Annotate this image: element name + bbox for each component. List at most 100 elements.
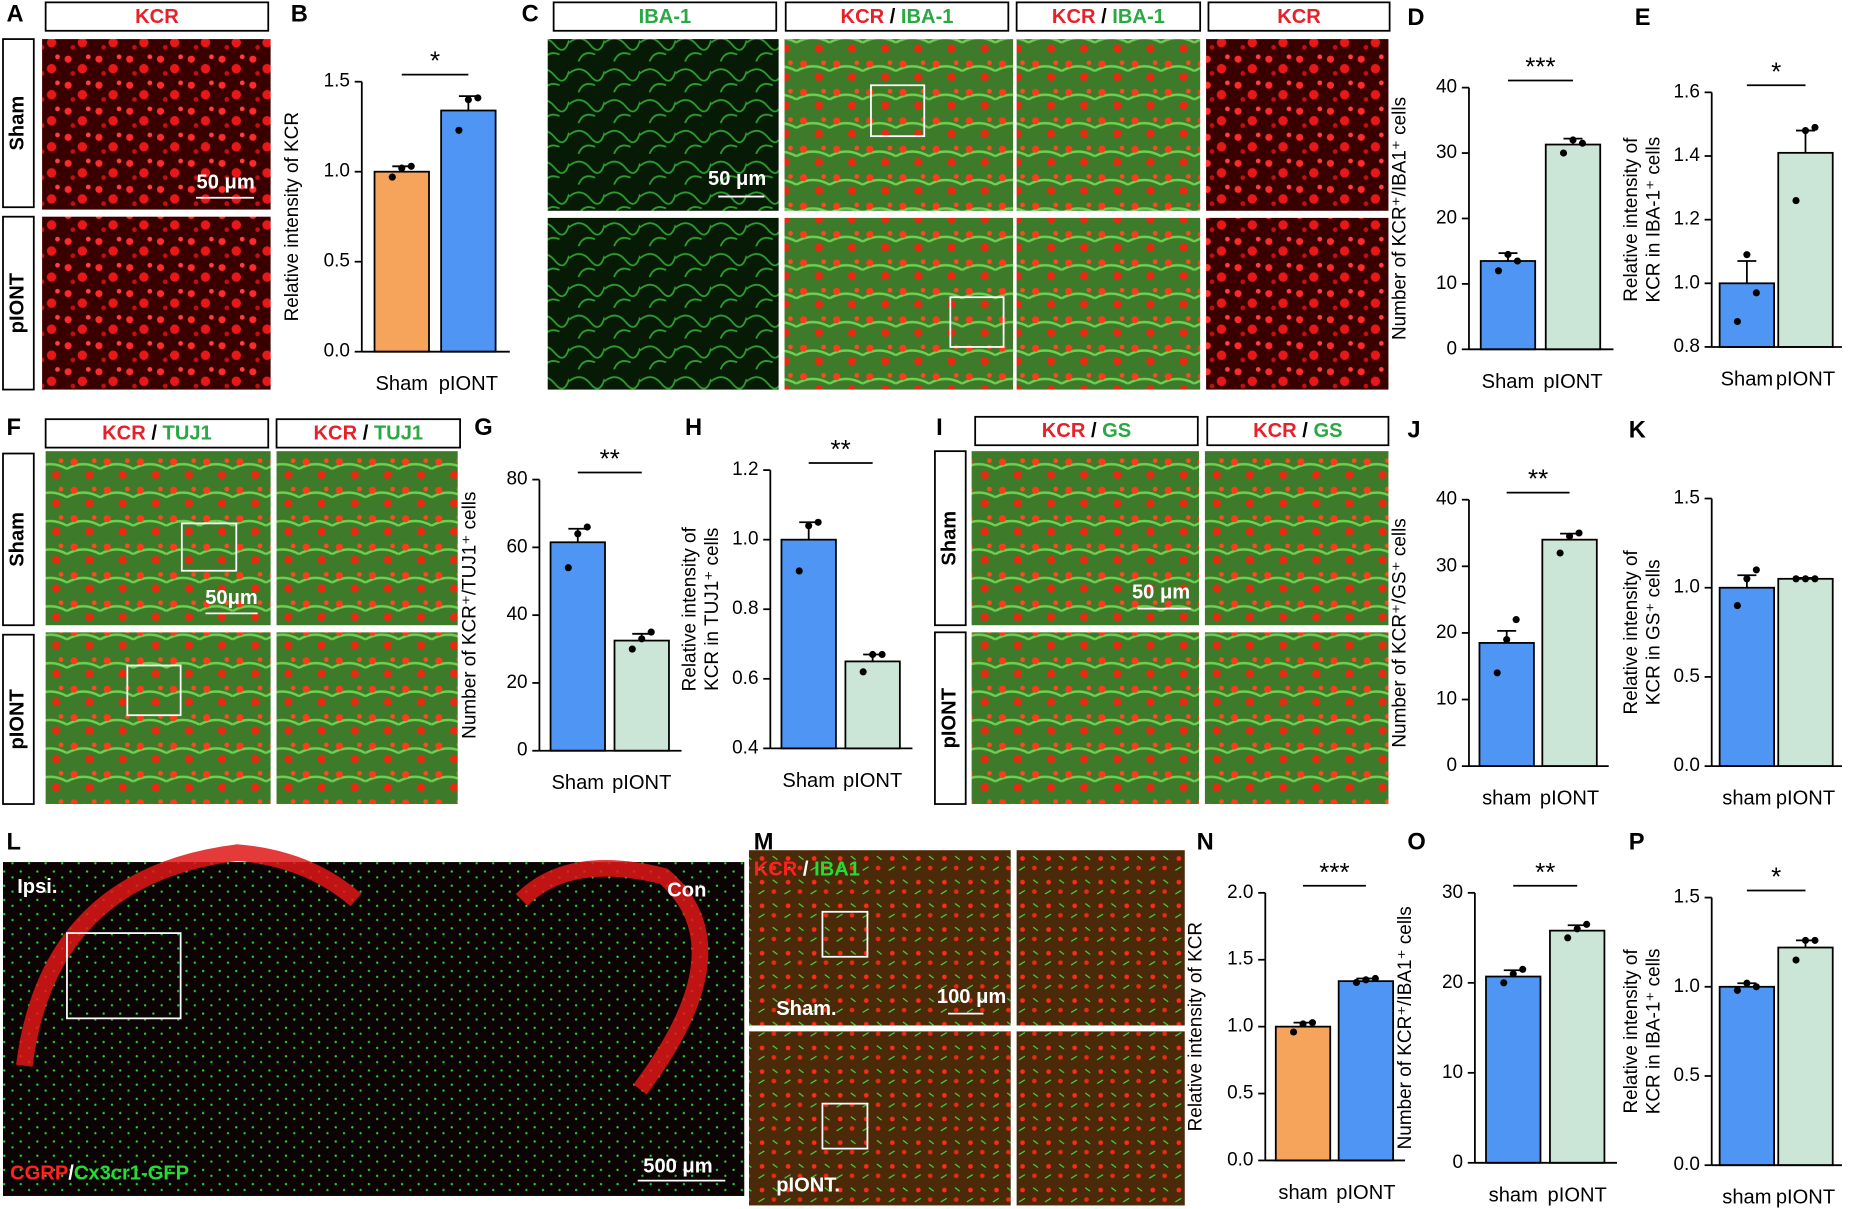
panel-letter: L (7, 829, 21, 855)
x-tick-label: pIONT (1776, 788, 1835, 810)
y-tick-label: 40 (507, 604, 528, 625)
y-tick-label: 1.0 (324, 161, 350, 182)
label-part: / (797, 859, 814, 881)
label-part: 100 μm (937, 987, 1006, 1009)
label-part: KCR (1277, 6, 1321, 28)
label-part: 50 μm (1132, 582, 1190, 604)
label: KCR (135, 6, 179, 28)
y-tick-label: 10 (1436, 689, 1457, 710)
y-tick-label: 0.0 (1674, 755, 1700, 776)
label: pIONT. (776, 1175, 840, 1197)
label-part: / (884, 6, 901, 28)
panel-letter: A (7, 2, 24, 28)
label: KCR / IBA-1 (841, 6, 954, 28)
label: KCR / IBA-1 (1052, 6, 1165, 28)
label-part: 500 μm (643, 1156, 712, 1178)
data-point (1752, 289, 1760, 297)
data-point (1811, 575, 1819, 583)
y-tick-label: 1.0 (1674, 577, 1700, 598)
x-tick-label: pIONT (439, 373, 498, 395)
micrograph (1016, 1031, 1185, 1206)
data-point (1352, 978, 1360, 987)
row-label: pIONT (939, 687, 961, 748)
panel-letter: P (1629, 829, 1645, 855)
micrograph (1204, 632, 1389, 805)
label-part: Ipsi. (17, 876, 57, 898)
y-tick-label: 20 (1442, 972, 1463, 993)
y-tick-label: 1.5 (1227, 949, 1253, 970)
data-point (1493, 669, 1501, 677)
data-point (564, 564, 572, 572)
data-point (647, 628, 655, 636)
data-point (1752, 566, 1760, 574)
y-tick-label: 1.0 (732, 529, 758, 550)
bar (1541, 538, 1598, 768)
data-point (1556, 549, 1564, 557)
label: Con (667, 880, 706, 902)
row-label-box (934, 631, 967, 805)
label-part: pIONT. (776, 1175, 840, 1197)
x-tick-label: pIONT (843, 770, 902, 792)
label-part: GS (1314, 421, 1343, 443)
y-axis-label: Relative intensity of (1621, 549, 1642, 714)
data-point (795, 567, 803, 575)
data-point (464, 96, 472, 104)
data-point (1792, 575, 1800, 583)
data-point (1811, 936, 1819, 944)
y-axis-label: Relative intensity of KCR (282, 112, 303, 321)
y-tick-label: 1.0 (1674, 272, 1700, 293)
label-part: 50 μm (708, 168, 766, 190)
label: KCR / GS (1042, 421, 1131, 443)
header-box (974, 415, 1199, 447)
label-part: / (1085, 421, 1102, 443)
y-tick-label: 40 (1436, 77, 1457, 98)
y-axis-label: Relative intensity of (679, 526, 700, 691)
data-point (1583, 920, 1591, 928)
y-axis-label: Relative intensity of (1621, 137, 1642, 302)
header-box (275, 418, 461, 449)
label: CGRP/Cx3cr1-GFP (10, 1163, 189, 1185)
bar (1718, 586, 1776, 768)
y-axis-label: Number of KCR⁺/GS⁺ cells (1389, 518, 1410, 747)
micrograph (749, 850, 1011, 1026)
data-point (1494, 267, 1503, 275)
row-label-box (2, 633, 35, 805)
row-label: pIONT (7, 272, 29, 333)
y-tick-label: 0.5 (1227, 1083, 1253, 1104)
data-point (474, 94, 482, 102)
data-point (1733, 602, 1741, 610)
data-point (1743, 575, 1751, 583)
label-part: 50μm (205, 587, 258, 609)
data-point (1801, 936, 1810, 944)
y-tick-label: 0.4 (732, 737, 758, 758)
label: KCR / TUJ1 (102, 423, 212, 445)
label-part: IBA-1 (639, 6, 692, 28)
label: 50 μm (708, 168, 766, 190)
y-tick-label: 0.6 (732, 668, 758, 689)
header-box (44, 1, 270, 32)
header-box (44, 418, 270, 449)
y-axis-label: Number of KCR⁺/IBA1⁺ cells (1395, 906, 1416, 1149)
x-tick-label: pIONT (1776, 368, 1835, 390)
label: KCR (1277, 6, 1321, 28)
panel-letter: B (291, 2, 308, 28)
micrograph (276, 451, 458, 626)
data-point (398, 164, 406, 172)
micrograph (547, 217, 779, 390)
data-point (1743, 251, 1751, 259)
y-tick-label: 40 (1436, 489, 1457, 510)
data-point (455, 126, 463, 134)
bar (1274, 1025, 1332, 1162)
bar (1485, 975, 1542, 1164)
row-label-box (2, 38, 35, 209)
y-axis-label: Number of KCR⁺/IBA1⁺ cells (1389, 97, 1410, 340)
label-part: IBA1 (814, 859, 860, 881)
y-tick-label: 1.4 (1674, 145, 1700, 166)
data-point (1500, 979, 1508, 987)
data-point (574, 530, 582, 538)
header-box (784, 1, 1010, 32)
panel-letter: D (1407, 5, 1424, 31)
micrograph (1016, 850, 1185, 1026)
x-tick-label: pIONT (1336, 1182, 1395, 1204)
label-part: / (357, 423, 374, 445)
